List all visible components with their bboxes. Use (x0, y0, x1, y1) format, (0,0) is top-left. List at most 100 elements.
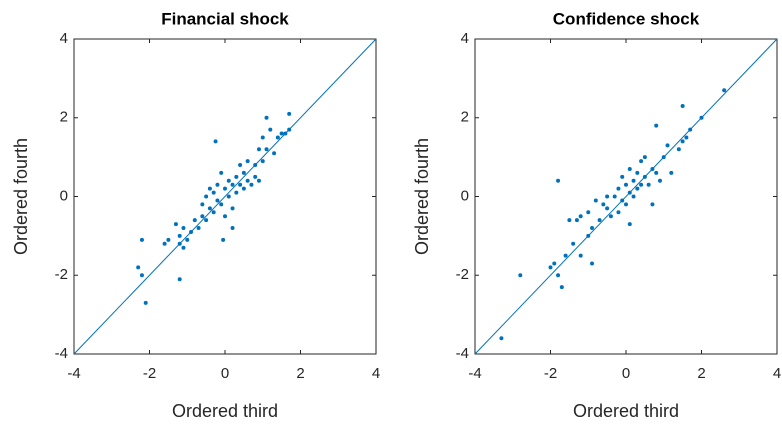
x-tick-label: 0 (622, 365, 630, 382)
y-tick-label: -2 (456, 266, 469, 283)
point (249, 182, 254, 187)
point (143, 300, 148, 305)
point (684, 135, 689, 140)
point (189, 229, 194, 234)
point (185, 237, 190, 242)
point (650, 202, 655, 207)
point (245, 178, 250, 183)
x-tick-label: 2 (296, 365, 304, 382)
point (627, 166, 632, 171)
point (620, 198, 625, 203)
point (605, 206, 610, 211)
x-tick-label: 0 (221, 365, 229, 382)
point (608, 214, 613, 219)
x-tick-label: -4 (468, 365, 481, 382)
point (192, 218, 197, 223)
x-tick-label: -2 (544, 365, 557, 382)
point (264, 147, 269, 152)
point (639, 159, 644, 164)
point (234, 174, 239, 179)
point (139, 273, 144, 278)
point (230, 206, 235, 211)
point (635, 170, 640, 175)
point (593, 198, 598, 203)
point (548, 265, 553, 270)
point (586, 233, 591, 238)
point (669, 170, 674, 175)
x-tick-label: -4 (67, 365, 80, 382)
point (601, 202, 606, 207)
point (223, 186, 227, 191)
point (631, 194, 636, 199)
point (204, 194, 209, 199)
point (200, 214, 205, 219)
point (230, 182, 235, 187)
point (616, 186, 621, 191)
point (196, 226, 201, 230)
y-tick-label: -4 (456, 345, 469, 362)
point (264, 115, 269, 120)
point (680, 139, 685, 144)
y-tick-label: 2 (60, 109, 68, 126)
point (136, 265, 141, 270)
point (620, 174, 625, 179)
point (260, 135, 265, 140)
point (245, 159, 250, 164)
point (238, 182, 243, 187)
point (605, 194, 610, 199)
point (567, 218, 572, 223)
point (631, 178, 636, 183)
point (586, 210, 591, 215)
point (204, 218, 209, 223)
point (559, 285, 564, 290)
point (597, 218, 602, 223)
point (207, 206, 212, 211)
y-tick-label: 0 (461, 187, 469, 204)
point (624, 182, 628, 187)
point (177, 277, 182, 282)
point (223, 214, 227, 219)
x-tick-label: 2 (697, 365, 705, 382)
point (207, 186, 212, 191)
point (680, 103, 685, 108)
point (616, 210, 621, 215)
x-axis-label: Ordered third (573, 401, 679, 421)
point (268, 127, 273, 132)
point (226, 178, 231, 183)
point (256, 147, 261, 152)
point (654, 170, 659, 175)
point (213, 139, 218, 144)
point (221, 237, 226, 242)
point (234, 190, 239, 195)
point (279, 131, 284, 136)
y-tick-label: 4 (60, 30, 68, 47)
point (624, 202, 628, 207)
reference-line (73, 38, 377, 355)
y-axis-label: Ordered fourth (11, 138, 31, 255)
point (590, 226, 595, 230)
point (646, 182, 651, 187)
point (200, 202, 205, 207)
point (173, 222, 178, 227)
point (287, 127, 292, 132)
point (139, 237, 144, 242)
point (181, 245, 186, 250)
point (661, 155, 666, 160)
point (241, 186, 246, 191)
point (578, 253, 583, 258)
point (552, 261, 557, 266)
point (642, 174, 647, 179)
point (571, 241, 576, 246)
x-axis-label: Ordered third (172, 401, 278, 421)
point (722, 88, 727, 93)
point (635, 186, 640, 191)
point (287, 111, 292, 116)
reference-line (474, 38, 778, 355)
point (654, 123, 659, 128)
point (590, 261, 595, 266)
point (241, 170, 246, 175)
point (650, 166, 655, 171)
point (699, 115, 704, 120)
point (275, 135, 280, 140)
